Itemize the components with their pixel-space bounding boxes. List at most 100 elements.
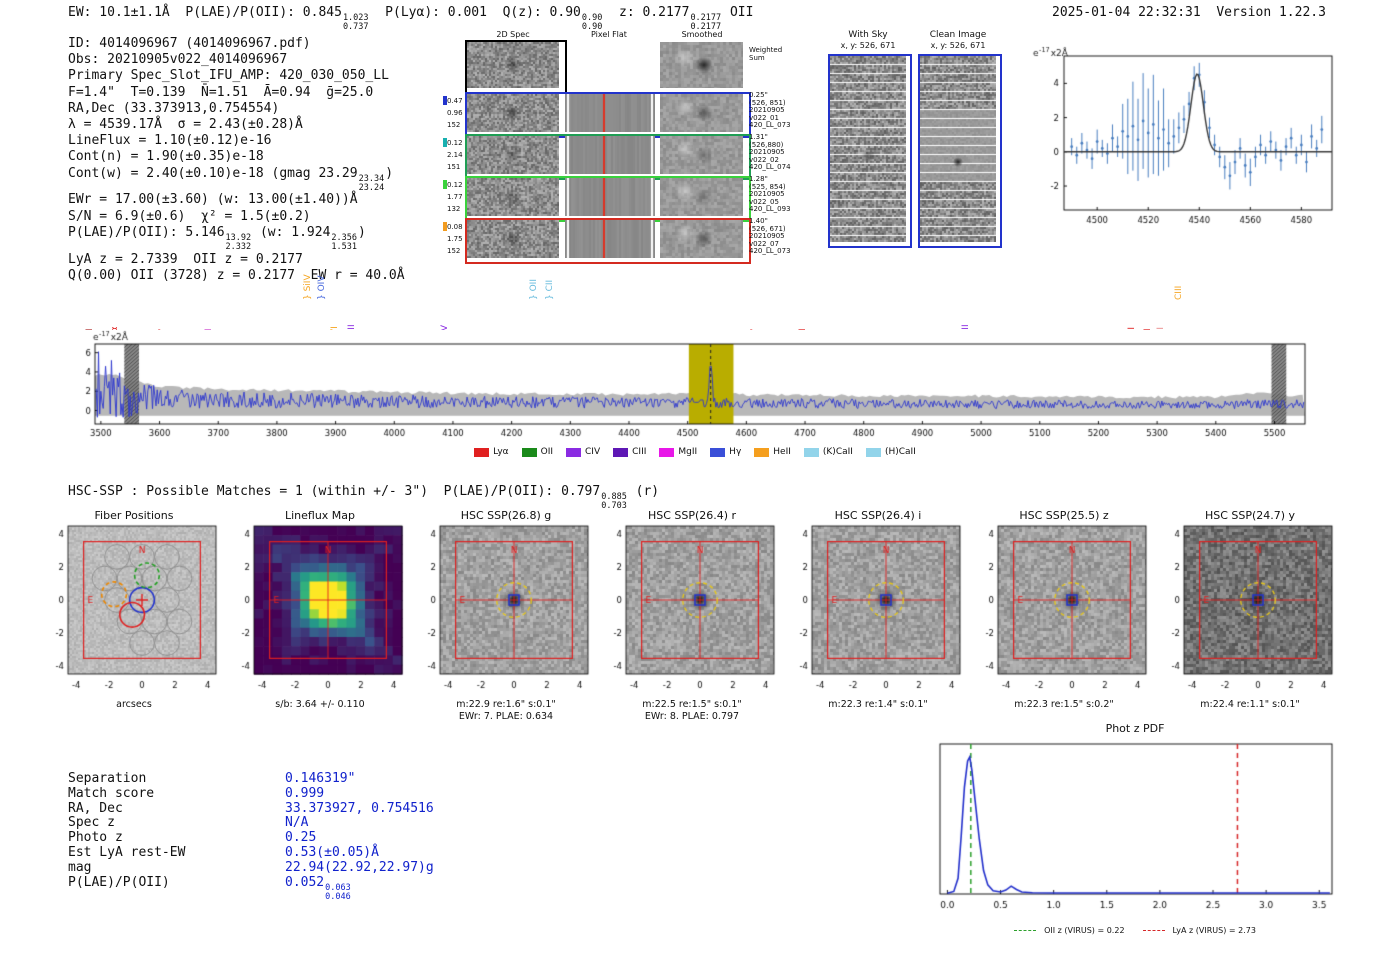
legend-label: (H)CaII [884,447,916,457]
cutout-title: HSC SSP(26.4) r [647,509,737,522]
info-line-9: EWr = 17.00(±3.60) (w: 13.00(±1.40))Å [68,192,358,208]
stat-value: 0.08 [447,223,463,231]
match-value: 0.146319" [285,771,356,786]
stat-value: 1.75 [447,235,463,243]
cutout-canvas-img-5 [972,524,1156,698]
legend-item: Hγ [710,447,741,457]
fiber-id-line: 420_LL_074 [749,163,791,172]
match-value: 0.999 [285,785,325,801]
legend-item: (H)CaII [865,447,916,457]
emission-line-label: } SiIV [302,274,313,300]
timestamp-version: 2025-01-04 22:32:31 Version 1.22.3 [1052,5,1326,20]
info-line-6: LineFlux = 1.10(±0.12)e-16 [68,133,272,149]
info-line-12: LyA z = 2.7339 OII z = 0.2177 [68,251,303,267]
legend-swatch [865,447,881,457]
cutout-title: HSC SSP(25.5) z [1019,509,1109,522]
pixelflat-image [565,94,655,132]
match-row: Spec z N/A [68,815,434,831]
lower-limit: 0.2177 [690,21,722,32]
legend-item: MgII [659,447,697,457]
photz-legend-label: LyA z (VIRUS) = 2.73 [1172,926,1256,935]
fiber-weight-tick [443,222,447,231]
match-value: 22.94(22.92,22.97)g [285,859,434,875]
spec2d-image [467,42,559,88]
lower-limit: 0.90 [581,21,603,32]
pixelflat-image [565,220,655,258]
stat-value: 152 [447,247,461,255]
photz-legend-item: OII z (VIRUS) = 0.22 [1014,926,1125,935]
upper-limit: 0.2177 [690,13,722,23]
fiber-id-line: 1.40" [749,217,768,225]
spec2d-col-header: 2D Spec [496,30,530,39]
cutout-canvas-img-dark-6 [1158,524,1342,698]
legend-swatch [613,447,629,457]
legend-item: HeII [754,447,791,457]
fiber-id-line: 420_LL_073 [749,247,791,256]
legend-label: (K)CaII [822,447,853,457]
cutout-canvas-img-2 [414,524,598,698]
lower-limit: 2.332 [225,241,252,252]
spec2d-image [467,136,559,174]
cutout-title: HSC SSP(24.7) y [1204,509,1296,522]
emission-line-label: } OII [529,279,540,300]
match-value: 0.052 0.063 0.046 [285,874,351,902]
match-row: Est LyA rest-EW 0.53(±0.05)Å [68,844,434,861]
fiber-id-line: 420_LL_093 [749,205,791,214]
info-line-10: S/N = 6.9(±0.6) χ² = 1.5(±0.2) [68,208,311,224]
fiber-row-stats: 0.12 1.77 132 [447,179,467,215]
match-label: P(LAE)/P(OII) [68,874,170,890]
clean-image-title: Clean Image [929,30,987,40]
limits: 1.023 0.737 [343,14,369,32]
fiber-weight-tick [443,96,447,105]
cutout-caption: m:22.3 re:1.4" s:0.1" [828,699,928,710]
fiber-id-line: (526, 671) [749,224,786,233]
info-line-4: RA,Dec (33.373913,0.754554) [68,100,280,116]
fiber-row-id: 1.28" (525, 854) 20210905 v022_05 420_LL_093 [749,175,795,214]
fiber-id-line: v022_02 [749,155,779,164]
hsc-matches-line: HSC-SSP : Possible Matches = 1 (within +… [68,484,660,511]
fiber-id-line: v022_07 [749,239,779,248]
clean-image-panel: Clean Image x, y: 526, 671 [918,30,1002,248]
info-line-0: ID: 4014096967 (4014096967.pdf) [68,36,311,51]
legend-swatch [474,447,490,457]
match-label: Separation [68,771,147,786]
emission-line-label: CIII [1173,285,1184,300]
cutout-canvas-fiber-0 [42,524,226,698]
limits: 0.2177 0.2177 [690,14,721,32]
smoothed-image [660,136,743,174]
match-label: Photo z [68,830,123,846]
fiber-id-line: 0.25" [749,91,768,99]
line-fit-plot [1030,44,1340,234]
lower-limit: 0.703 [601,500,627,511]
match-value: 33.373927, 0.754516 [285,800,434,816]
legend-swatch [803,447,819,457]
info-line-13: Q(0.00) OII (3728) z = 0.2177 EW r = 40.… [68,267,405,283]
stat-value: 132 [447,205,461,213]
info-line-2: Primary Spec_Slot_IFU_AMP: 420_030_050_L… [68,68,389,84]
limits: 0.885 0.703 [601,493,627,511]
with-sky-coords: x, y: 526, 671 [840,41,896,50]
legend-label: Hγ [729,447,742,457]
cutout-canvas-img-3 [600,524,784,698]
match-row: RA, Dec 33.373927, 0.754516 [68,800,434,817]
match-label: Est LyA rest-EW [68,844,186,860]
match-value: 0.25 [285,830,317,846]
legend-item: (K)CaII [803,447,853,457]
cutout-caption2: EWr: 8. PLAE: 0.797 [644,711,740,722]
info-line-7: Cont(n) = 1.90(±0.35)e-18 [68,149,264,165]
with-sky-image [830,56,906,242]
upper-limit: 23.34 [358,173,385,184]
fiber-id-line: 20210905 [749,106,785,115]
smoothed-image [660,178,743,216]
cutout-title: HSC SSP(26.8) g [460,509,552,522]
upper-limit: 0.90 [581,13,603,23]
with-sky-panel: With Sky x, y: 526, 671 [828,30,912,248]
upper-limit: 13.92 [225,232,252,243]
cutout-caption: m:22.3 re:1.5" s:0.2" [1014,699,1114,710]
legend-swatch [710,447,726,457]
fiber-id-line: 20210905 [749,148,785,157]
upper-limit: 2.356 [331,232,358,243]
spectrum-legend: Lyα OII CIV CIII MgII Hγ HeII (K)CaII (H)CaII [75,447,1315,457]
fiber-weight-tick [443,138,447,147]
cutout-caption: m:22.9 re:1.6" s:0.1" [456,699,556,710]
